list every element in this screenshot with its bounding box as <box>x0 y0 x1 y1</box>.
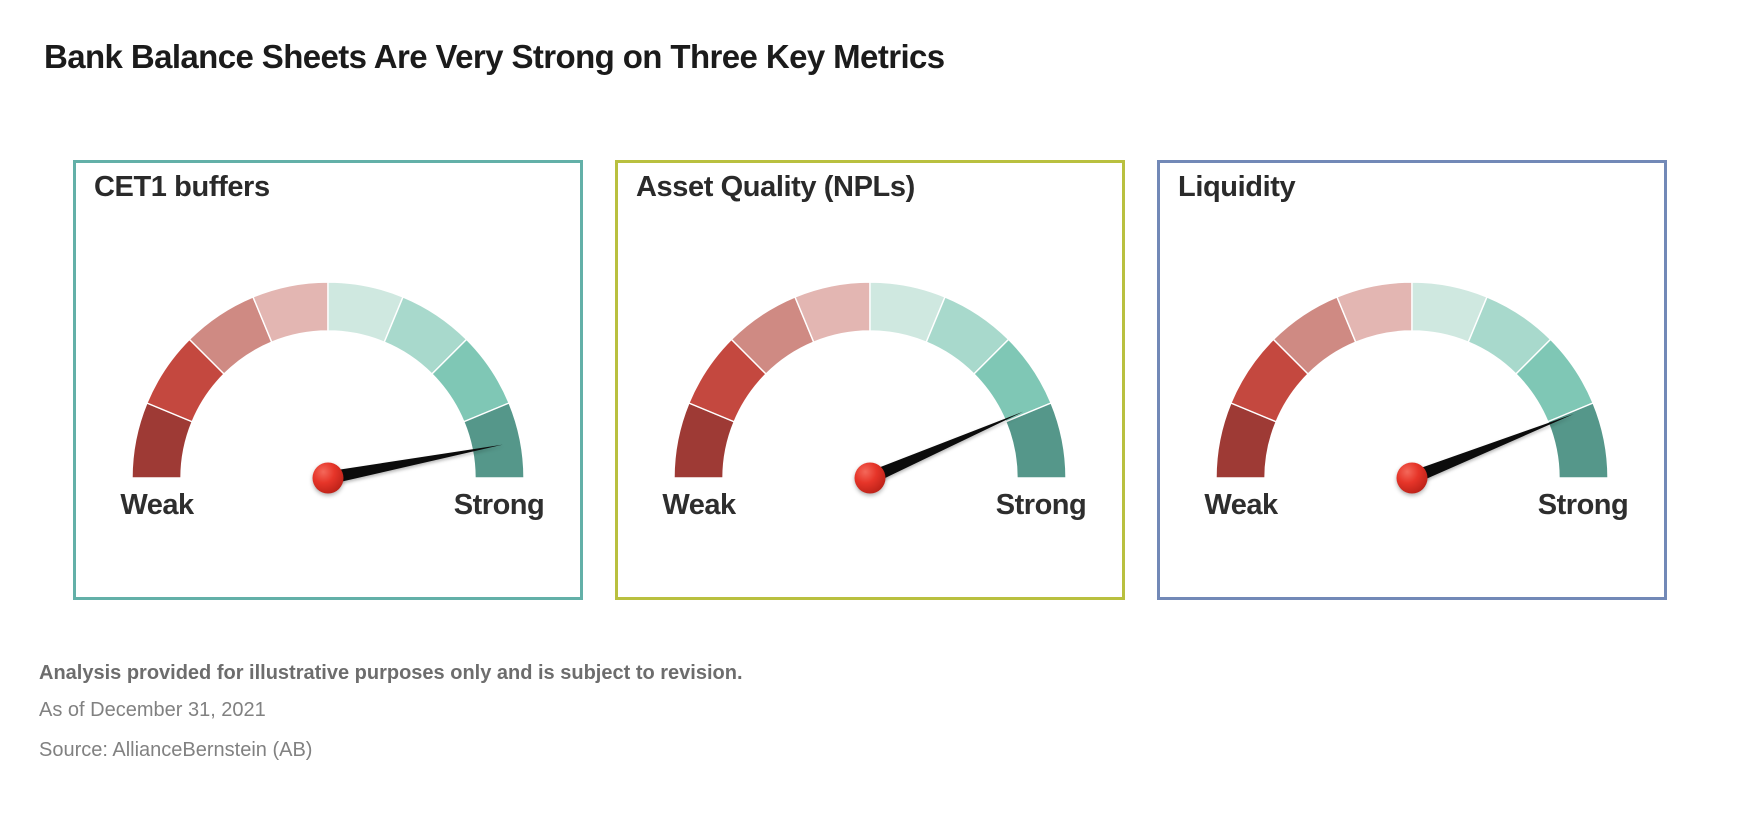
gauge-needle <box>314 444 503 488</box>
gauge-segment <box>1547 402 1609 479</box>
gauge-needle <box>1398 413 1574 489</box>
gauge-panel-cet1-buffers: CET1 buffers Weak Strong <box>73 160 583 600</box>
gauge-title: CET1 buffers <box>94 171 270 203</box>
gauge-max-label: Strong <box>995 489 1087 521</box>
page-title: Bank Balance Sheets Are Very Strong on T… <box>44 38 945 75</box>
gauge-segment <box>463 402 525 479</box>
gauge-pivot-ball <box>1396 462 1428 494</box>
gauge-pivot-ball <box>854 462 886 494</box>
gauge-panel-asset-quality: Asset Quality (NPLs) Weak Strong <box>615 160 1125 600</box>
footnotes: Analysis provided for illustrative purpo… <box>39 662 743 762</box>
gauge-max-label: Strong <box>453 489 545 521</box>
gauge-segment <box>1005 402 1067 479</box>
as-of-date: As of December 31, 2021 <box>39 699 266 721</box>
gauge-max-label: Strong <box>1537 489 1629 521</box>
gauge-panel-liquidity: Liquidity Weak Strong <box>1157 160 1667 600</box>
gauge-needle <box>856 411 1024 490</box>
gauge-title: Liquidity <box>1178 171 1296 203</box>
gauge-pivot-ball <box>312 462 344 494</box>
gauge-min-label: Weak <box>120 489 194 521</box>
disclaimer-text: Analysis provided for illustrative purpo… <box>39 662 743 684</box>
gauge-min-label: Weak <box>1204 489 1278 521</box>
gauge-min-label: Weak <box>662 489 736 521</box>
gauge-chart <box>131 281 525 494</box>
gauge-title: Asset Quality (NPLs) <box>636 171 915 203</box>
gauge-chart <box>1215 281 1609 494</box>
gauge-chart <box>673 281 1067 494</box>
source-text: Source: AllianceBernstein (AB) <box>39 739 313 761</box>
gauge-panel-row: CET1 buffers Weak Strong Asset Quality (… <box>73 160 1667 600</box>
